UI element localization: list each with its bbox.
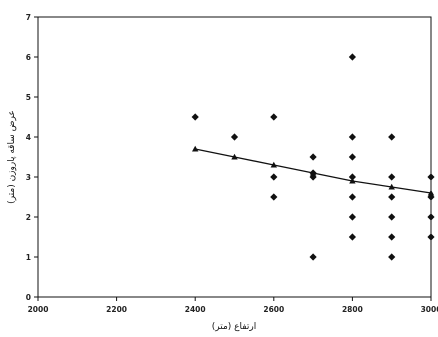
data-point-diamond [309, 173, 317, 181]
data-point-diamond [388, 233, 396, 241]
x-tick-label: 3000 [421, 305, 438, 314]
data-point-diamond [388, 173, 396, 181]
data-point-diamond [309, 153, 317, 161]
y-tick-label: 1 [26, 253, 31, 262]
data-point-diamond [348, 153, 356, 161]
data-point-diamond [348, 173, 356, 181]
data-point-diamond [348, 193, 356, 201]
data-point-diamond [191, 113, 199, 121]
y-tick-label: 6 [26, 53, 31, 62]
x-tick-label: 2200 [106, 305, 127, 314]
data-point-diamond [348, 53, 356, 61]
data-point-triangle [231, 153, 238, 160]
data-point-diamond [427, 233, 435, 241]
data-point-triangle [388, 183, 395, 190]
data-point-diamond [270, 193, 278, 201]
data-marks [191, 53, 435, 261]
y-axis-title: عرض ساقه پاروزن (متر) [7, 110, 17, 204]
y-axis: 0 1 2 3 4 5 6 7 [26, 13, 38, 302]
data-point-diamond [348, 133, 356, 141]
data-point-diamond [230, 133, 239, 141]
data-point-diamond [348, 213, 356, 221]
x-tick-label: 2600 [263, 305, 284, 314]
data-point-diamond [270, 113, 278, 121]
data-point-triangle [427, 189, 435, 196]
y-tick-label: 3 [26, 173, 31, 182]
data-point-diamond [270, 173, 278, 181]
y-tick-label: 0 [26, 293, 31, 302]
x-tick-label: 2800 [342, 305, 363, 314]
data-point-diamond [388, 253, 396, 261]
data-point-diamond [427, 173, 435, 181]
data-point-diamond [348, 233, 356, 241]
y-tick-label: 5 [26, 93, 31, 102]
data-point-diamond [388, 213, 396, 221]
data-point-diamond [309, 253, 317, 261]
y-tick-label: 2 [26, 213, 31, 222]
data-point-diamond [427, 213, 435, 221]
x-axis-title: ارتفاع (متر) [212, 322, 256, 332]
data-point-triangle [349, 177, 356, 184]
data-point-triangle [270, 161, 277, 168]
data-point-triangle [309, 169, 317, 176]
y-tick-label: 4 [26, 133, 31, 142]
data-point-triangle [192, 145, 199, 152]
x-axis: 2000 2200 2400 2600 2800 3000 [28, 297, 438, 314]
x-tick-label: 2400 [185, 305, 206, 314]
data-point-diamond [388, 193, 396, 201]
data-point-diamond [388, 133, 396, 141]
y-tick-label: 7 [26, 13, 31, 22]
x-tick-label: 2000 [28, 305, 49, 314]
